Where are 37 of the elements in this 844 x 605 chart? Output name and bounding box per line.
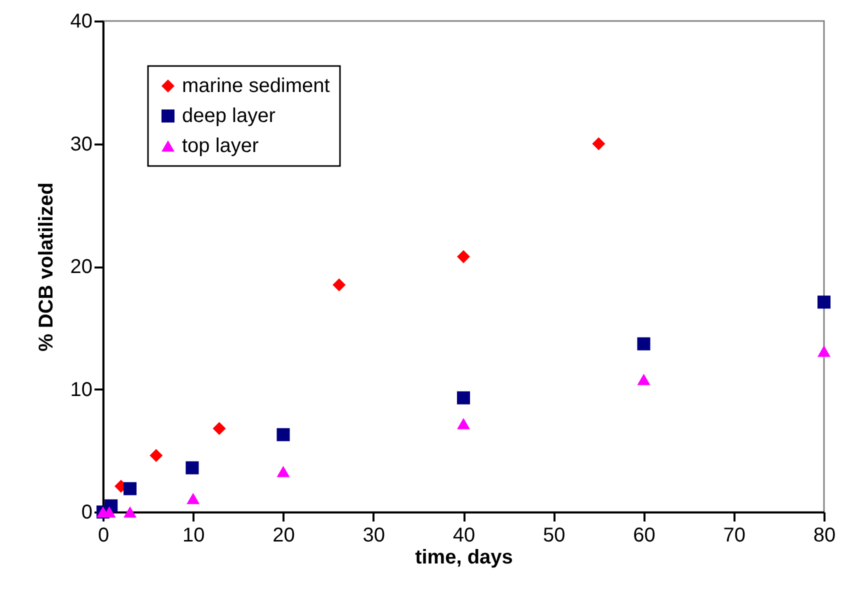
x-tick-label: 20 bbox=[272, 524, 295, 546]
point bbox=[637, 374, 650, 386]
point bbox=[186, 492, 200, 504]
point bbox=[276, 428, 290, 442]
point bbox=[150, 449, 163, 462]
point bbox=[456, 418, 470, 430]
point bbox=[456, 391, 470, 404]
y-tick-label: 20 bbox=[70, 256, 92, 278]
point bbox=[456, 250, 470, 264]
x-tick-label: 60 bbox=[633, 524, 656, 546]
x-tick-label: 50 bbox=[543, 524, 566, 546]
point bbox=[124, 506, 137, 518]
point bbox=[186, 461, 199, 474]
legend-label: marine sediment bbox=[182, 75, 330, 97]
point bbox=[817, 346, 831, 357]
point bbox=[212, 422, 226, 436]
point bbox=[102, 506, 116, 518]
point bbox=[637, 337, 650, 350]
y-axis-title: % DCB volatilized bbox=[35, 182, 58, 352]
x-tick-label: 40 bbox=[452, 524, 476, 546]
point bbox=[592, 137, 606, 150]
y-tick-label: 30 bbox=[70, 133, 92, 156]
point bbox=[124, 482, 137, 496]
x-tick-label: 30 bbox=[362, 524, 385, 546]
point bbox=[276, 466, 290, 478]
y-tick-label: 0 bbox=[81, 502, 92, 524]
y-tick-label: 10 bbox=[70, 378, 92, 401]
x-tick-label: 10 bbox=[182, 524, 205, 546]
point bbox=[817, 296, 831, 309]
legend-label: top layer bbox=[182, 135, 260, 157]
x-axis-title: time, days bbox=[415, 546, 513, 568]
point bbox=[332, 278, 346, 292]
y-tick-label: 40 bbox=[70, 10, 92, 32]
legend-label: deep layer bbox=[182, 105, 276, 127]
x-tick-label: 0 bbox=[98, 524, 110, 546]
x-tick-label: 80 bbox=[813, 524, 836, 546]
x-tick-label: 70 bbox=[723, 524, 746, 546]
